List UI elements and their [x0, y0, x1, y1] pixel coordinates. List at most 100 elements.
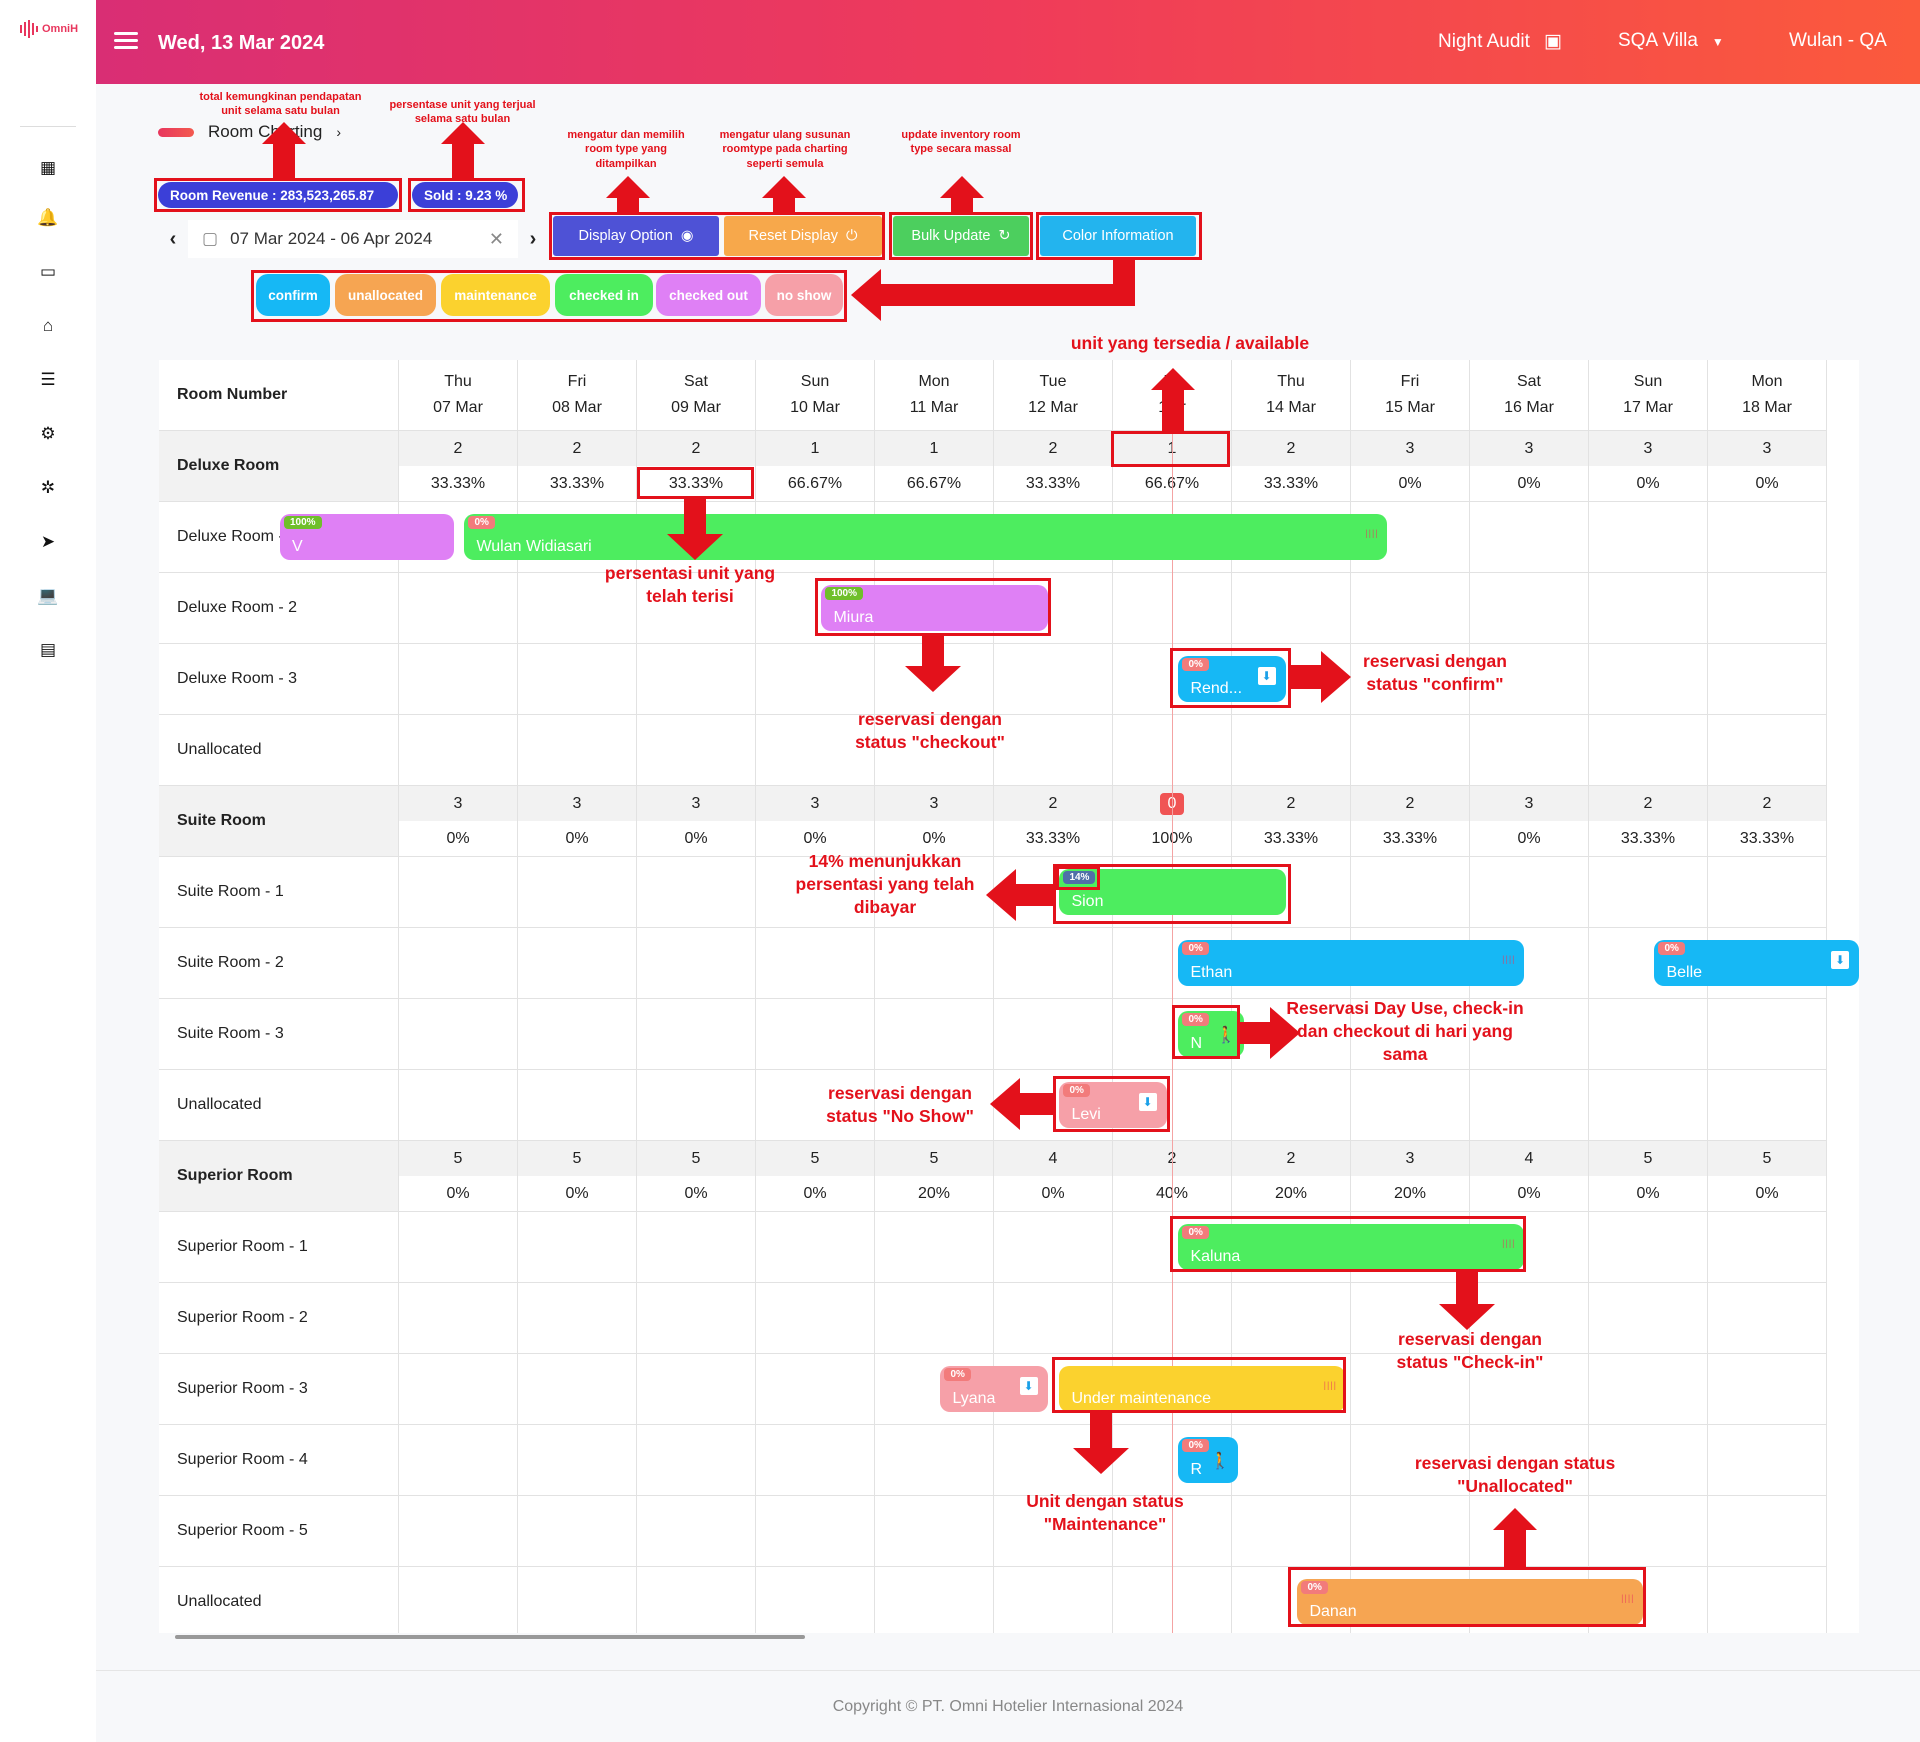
chart-cell[interactable]	[637, 1283, 756, 1354]
chart-cell[interactable]	[637, 928, 756, 999]
chart-cell[interactable]	[1351, 644, 1470, 715]
gear-icon[interactable]: ⚙	[40, 424, 56, 443]
room-row-label[interactable]: Unallocated	[159, 715, 399, 786]
chart-cell[interactable]	[1708, 857, 1827, 928]
chart-cell[interactable]	[399, 644, 518, 715]
chart-cell[interactable]	[1470, 1425, 1589, 1496]
chart-cell[interactable]	[994, 1283, 1113, 1354]
chart-cell[interactable]	[1589, 715, 1708, 786]
room-type-group[interactable]: Deluxe Room	[159, 431, 399, 502]
chart-cell[interactable]	[756, 1070, 875, 1141]
laptop-icon[interactable]: 💻	[37, 586, 59, 605]
chart-cell[interactable]	[518, 573, 637, 644]
chart-cell[interactable]	[1589, 644, 1708, 715]
chart-cell[interactable]	[1708, 1070, 1827, 1141]
user-menu[interactable]: Wulan - QA	[1789, 30, 1887, 52]
chart-cell[interactable]	[1708, 644, 1827, 715]
chart-cell[interactable]	[637, 1354, 756, 1425]
reservation-bar[interactable]: 0% N 🚶	[1178, 1011, 1244, 1057]
chart-cell[interactable]	[1708, 1354, 1827, 1425]
app-logo[interactable]: OmniH	[20, 20, 78, 38]
chart-cell[interactable]	[994, 573, 1113, 644]
reservation-bar[interactable]: 0% Danan ||||	[1297, 1579, 1643, 1625]
broom-icon[interactable]: ⌂	[42, 316, 54, 335]
room-row-label[interactable]: Superior Room - 3	[159, 1354, 399, 1425]
chart-cell[interactable]	[399, 1212, 518, 1283]
chart-cell[interactable]	[1708, 502, 1827, 573]
chart-cell[interactable]	[1351, 857, 1470, 928]
chart-cell[interactable]	[1589, 1496, 1708, 1567]
chart-cell[interactable]	[1351, 1496, 1470, 1567]
chart-cell[interactable]	[1351, 999, 1470, 1070]
chart-cell[interactable]	[1351, 1354, 1470, 1425]
chart-cell[interactable]	[518, 1496, 637, 1567]
chart-cell[interactable]	[1232, 573, 1351, 644]
property-selector[interactable]: SQA Villa ▼	[1618, 30, 1724, 52]
room-type-group[interactable]: Suite Room	[159, 786, 399, 857]
chart-cell[interactable]	[1708, 1425, 1827, 1496]
chart-cell[interactable]	[756, 1496, 875, 1567]
chart-cell[interactable]	[1470, 1070, 1589, 1141]
chart-cell[interactable]	[875, 715, 994, 786]
chart-cell[interactable]	[1470, 1212, 1589, 1283]
chart-cell[interactable]	[399, 715, 518, 786]
room-row-label[interactable]: Unallocated	[159, 1070, 399, 1141]
chart-cell[interactable]	[518, 1283, 637, 1354]
room-row-label[interactable]: Suite Room - 1	[159, 857, 399, 928]
chart-cell[interactable]	[399, 1496, 518, 1567]
chart-cell[interactable]	[1470, 715, 1589, 786]
chart-cell[interactable]	[875, 1567, 994, 1633]
chart-cell[interactable]	[1351, 502, 1470, 573]
reservation-bar[interactable]: 100% Miura	[821, 585, 1048, 631]
chart-cell[interactable]	[1470, 1354, 1589, 1425]
chart-cell[interactable]	[994, 1567, 1113, 1633]
chart-cell[interactable]	[1232, 1283, 1351, 1354]
chart-cell[interactable]	[756, 1212, 875, 1283]
chart-cell[interactable]	[1708, 1567, 1827, 1633]
hamburger-menu-icon[interactable]	[114, 32, 138, 50]
chart-cell[interactable]	[399, 1354, 518, 1425]
chart-cell[interactable]	[399, 999, 518, 1070]
reservation-bar[interactable]: 0% Levi ⬇	[1059, 1082, 1167, 1128]
window-icon[interactable]: ▭	[39, 262, 57, 281]
label-icon[interactable]: ➤	[40, 532, 56, 551]
chart-cell[interactable]	[994, 1496, 1113, 1567]
chart-cell[interactable]	[875, 1425, 994, 1496]
room-row-label[interactable]: Unallocated	[159, 1567, 399, 1633]
chart-cell[interactable]	[1232, 1496, 1351, 1567]
chart-cell[interactable]	[1351, 573, 1470, 644]
reservation-bar[interactable]: 0% Rend... ⬇	[1178, 656, 1286, 702]
room-row-label[interactable]: Suite Room - 3	[159, 999, 399, 1070]
prev-date-button[interactable]: ‹	[169, 227, 177, 250]
chart-cell[interactable]	[994, 644, 1113, 715]
chart-cell[interactable]	[1470, 1496, 1589, 1567]
room-row-label[interactable]: Deluxe Room - 3	[159, 644, 399, 715]
chart-cell[interactable]	[637, 999, 756, 1070]
chart-cell[interactable]	[1470, 999, 1589, 1070]
room-row-label[interactable]: Superior Room - 5	[159, 1496, 399, 1567]
chart-cell[interactable]	[1232, 1070, 1351, 1141]
chart-cell[interactable]	[637, 857, 756, 928]
chart-cell[interactable]	[518, 1354, 637, 1425]
reservation-bar[interactable]: 0% Lyana ⬇	[940, 1366, 1048, 1412]
chart-cell[interactable]	[1351, 715, 1470, 786]
chart-cell[interactable]	[518, 1212, 637, 1283]
chart-cell[interactable]	[637, 1425, 756, 1496]
chart-cell[interactable]	[399, 857, 518, 928]
report-icon[interactable]: ▤	[39, 640, 57, 659]
chart-cell[interactable]	[1470, 928, 1589, 999]
chart-cell[interactable]	[1232, 857, 1351, 928]
chart-cell[interactable]	[399, 1567, 518, 1633]
chart-cell[interactable]	[1589, 1425, 1708, 1496]
chart-cell[interactable]	[1589, 1212, 1708, 1283]
bulk-update-button[interactable]: Bulk Update ↻	[893, 216, 1029, 256]
chart-cell[interactable]	[756, 857, 875, 928]
chart-cell[interactable]	[399, 928, 518, 999]
reservation-bar[interactable]: 0% Belle ⬇	[1654, 940, 1859, 986]
chart-cell[interactable]	[637, 1567, 756, 1633]
chart-cell[interactable]	[399, 1070, 518, 1141]
reset-display-button[interactable]: Reset Display ⏻	[724, 216, 882, 256]
chart-cell[interactable]	[518, 644, 637, 715]
chart-cell[interactable]	[637, 715, 756, 786]
chart-cell[interactable]	[994, 1212, 1113, 1283]
